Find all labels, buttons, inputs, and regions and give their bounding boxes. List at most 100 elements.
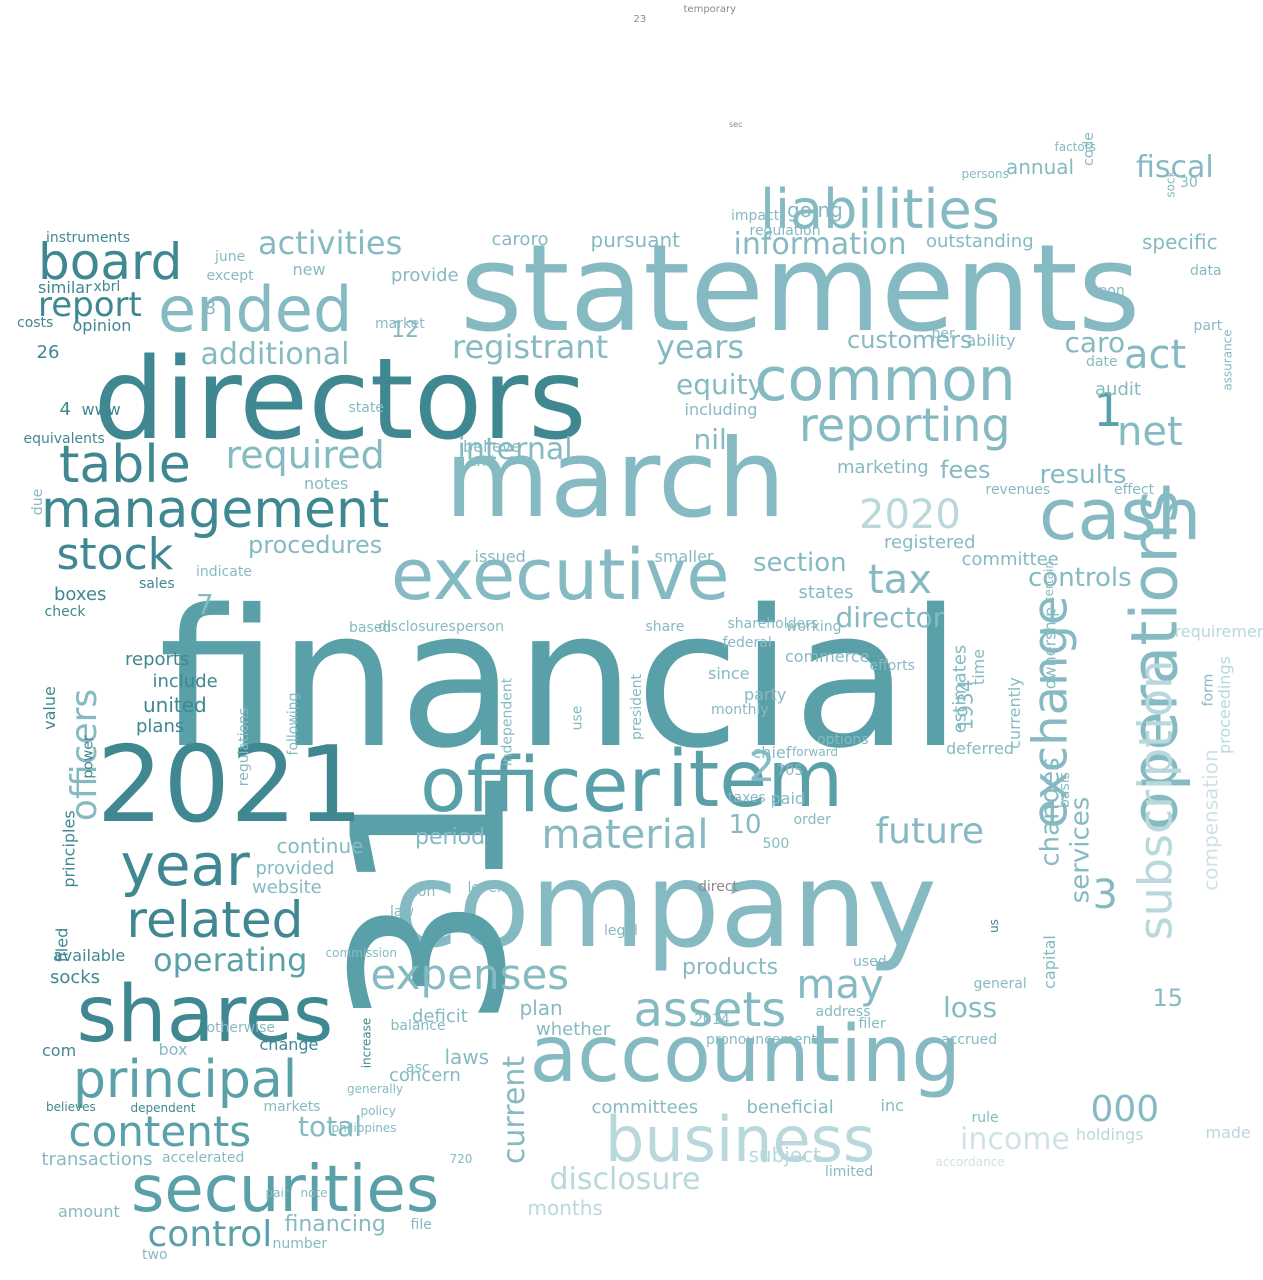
cloud-word: balance [390,1018,446,1034]
cloud-word: period [415,825,486,850]
cloud-word: products [682,955,779,980]
cloud-word: basis [1056,772,1073,808]
cloud-word: beneficial [746,1097,834,1118]
cloud-word: marketing [837,457,929,478]
cloud-word: table [59,435,191,495]
cloud-word: opinion [72,316,132,335]
cloud-word: general [973,976,1027,992]
cloud-word: act [1124,332,1187,378]
cloud-word: 2021 [96,723,364,846]
cloud-word: provide [391,265,459,286]
cloud-word: going [787,198,843,222]
cloud-word: 15 [1152,984,1184,1012]
cloud-word: based [349,620,392,636]
cloud-word: generally [347,1082,404,1096]
cloud-word: accrued [941,1032,998,1048]
cloud-word: deficit [412,1006,468,1027]
cloud-word: monthly [711,702,769,718]
cloud-word: efforts [869,658,915,674]
cloud-word: shareholders [727,616,819,632]
cloud-word: two [142,1247,168,1263]
cloud-word: subject [748,1143,822,1167]
cloud-word: issued [474,547,526,566]
cloud-word: principles [59,810,79,888]
cloud-word: capital [1039,935,1059,989]
cloud-word: 8 [204,298,216,319]
cloud-word: controls [1028,563,1132,593]
cloud-word: party [744,685,787,704]
cloud-word: registrant [452,328,609,366]
cloud-word: com [42,1041,77,1060]
cloud-word: per [931,326,955,342]
cloud-word: plans [136,716,185,737]
cloud-word: date [1086,354,1118,370]
cloud-word: requirements [1174,622,1263,641]
cloud-word: executive [391,534,730,616]
cloud-word: committees [591,1097,699,1118]
cloud-word: report [38,285,142,325]
cloud-word: part [1193,318,1223,334]
cloud-word: principal [73,1050,298,1110]
cloud-word: provided [255,858,335,879]
cloud-word: assurance [1220,329,1235,391]
cloud-word: share [645,619,685,635]
cloud-word: 705 [776,763,804,779]
cloud-word: whether [536,1019,611,1040]
cloud-word: include [152,671,218,692]
cloud-word: ability [966,331,1016,350]
cloud-word: policy [360,1104,396,1118]
cloud-word: ownership [1039,606,1059,690]
cloud-word: made [1205,1123,1251,1142]
cloud-word: board [38,233,183,291]
cloud-word: boxes [54,584,107,605]
cloud-word: deferred [946,739,1014,758]
cloud-word: 720 [449,1152,473,1166]
cloud-word: number [272,1236,328,1252]
cloud-word: level [467,880,501,896]
cloud-word: filer [858,1016,886,1032]
cloud-word: 2014 [694,1012,730,1028]
cloud-word: years [656,328,745,366]
cloud-word: address [815,1004,871,1020]
cloud-word: committee [961,549,1059,570]
cloud-word: xbrl [93,279,121,295]
cloud-word: smaller [654,547,714,566]
cloud-word: 000 [1090,1089,1160,1130]
cloud-word: asc [406,1060,430,1076]
cloud-word: code [1080,132,1097,166]
cloud-word: equivalents [23,431,105,447]
cloud-word: march [444,417,786,542]
cloud-word: costs [17,315,54,331]
cloud-word: activities [258,224,403,262]
cloud-word: caro [1064,326,1126,359]
cloud-word: 23 [633,14,647,25]
cloud-word: indicate [196,564,252,580]
cloud-word: financial [158,569,962,790]
cloud-word: estimates [948,644,970,734]
cloud-word: person [456,619,504,635]
cloud-word: new [292,260,326,279]
cloud-word: months [527,1196,603,1220]
cloud-word: 500 [762,836,790,852]
cloud-word: compensation [1198,749,1223,891]
cloud-word: control [147,1214,273,1255]
cloud-word: limited [825,1164,874,1180]
cloud-word: philippines [331,1121,397,1135]
cloud-word: fiscal [1136,150,1214,185]
cloud-word: legal [604,923,638,939]
cloud-word: cash [1039,474,1202,556]
cloud-word: future [875,811,985,852]
cloud-word: form [1199,673,1216,707]
cloud-word: 7 [196,588,214,621]
cloud-word: accounting [529,1010,961,1100]
cloud-word: socks [50,967,101,988]
cloud-word: tax [868,557,932,603]
cloud-word: markets [263,1099,321,1115]
cloud-word: pursuant [590,228,680,252]
cloud-word: persons [961,167,1009,181]
cloud-word: check [44,604,86,620]
cloud-word: notes [304,474,349,493]
cloud-word: impact [731,208,780,224]
cloud-word: directors [93,335,587,465]
cloud-word: sales [139,576,175,592]
